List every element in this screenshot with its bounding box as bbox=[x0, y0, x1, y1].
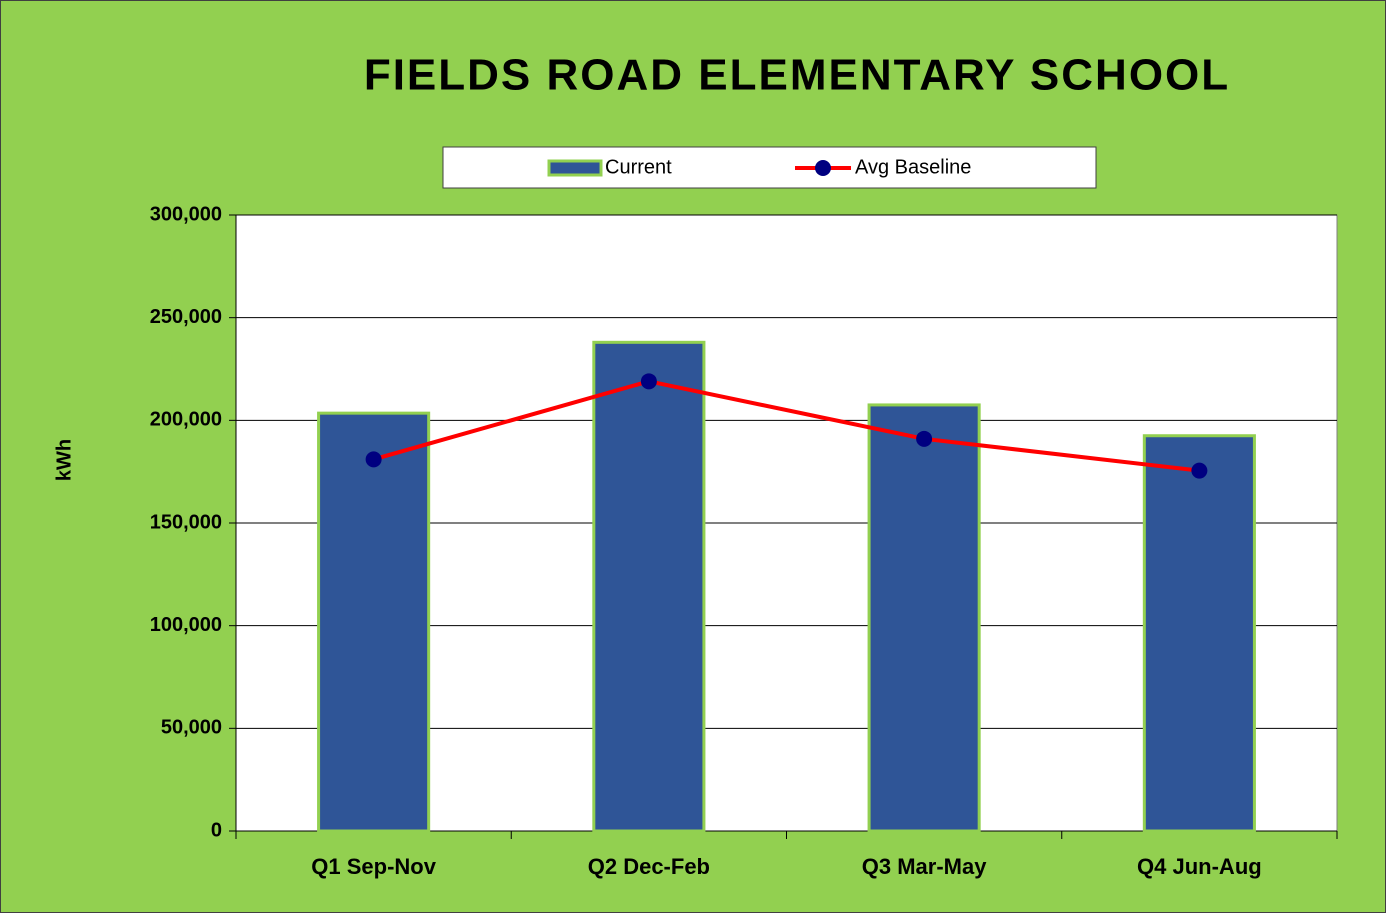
x-tick-label: Q1 Sep-Nov bbox=[311, 854, 436, 879]
bar bbox=[867, 403, 981, 833]
legend bbox=[442, 146, 1097, 189]
line bbox=[373, 379, 1200, 473]
x-tick-label: Q4 Jun-Aug bbox=[1137, 854, 1262, 879]
legend-swatch bbox=[547, 159, 603, 177]
line-marker bbox=[916, 430, 933, 447]
legend-label: Current bbox=[605, 156, 672, 178]
y-tick-label: 250,000 bbox=[150, 306, 222, 328]
x-tick-label: Q3 Mar-May bbox=[862, 854, 987, 879]
bar bbox=[317, 411, 431, 833]
legend-swatch bbox=[815, 160, 831, 176]
bar bbox=[1142, 434, 1256, 833]
x-tick-label: Q2 Dec-Feb bbox=[588, 854, 710, 879]
y-tick-label: 300,000 bbox=[150, 203, 222, 225]
legend-label: Avg Baseline bbox=[855, 156, 971, 178]
bar bbox=[592, 340, 706, 833]
y-tick-label: 100,000 bbox=[150, 614, 222, 636]
line-marker bbox=[1191, 462, 1208, 479]
y-tick-label: 0 bbox=[211, 819, 222, 841]
line-marker bbox=[365, 451, 382, 468]
line-marker bbox=[640, 373, 657, 390]
y-axis-label: kWh bbox=[53, 439, 75, 481]
chart-title: FIELDS ROAD ELEMENTARY SCHOOL bbox=[364, 51, 1230, 100]
y-tick-label: 200,000 bbox=[150, 409, 222, 431]
y-tick-label: 150,000 bbox=[150, 511, 222, 533]
y-tick-label: 50,000 bbox=[161, 717, 222, 739]
